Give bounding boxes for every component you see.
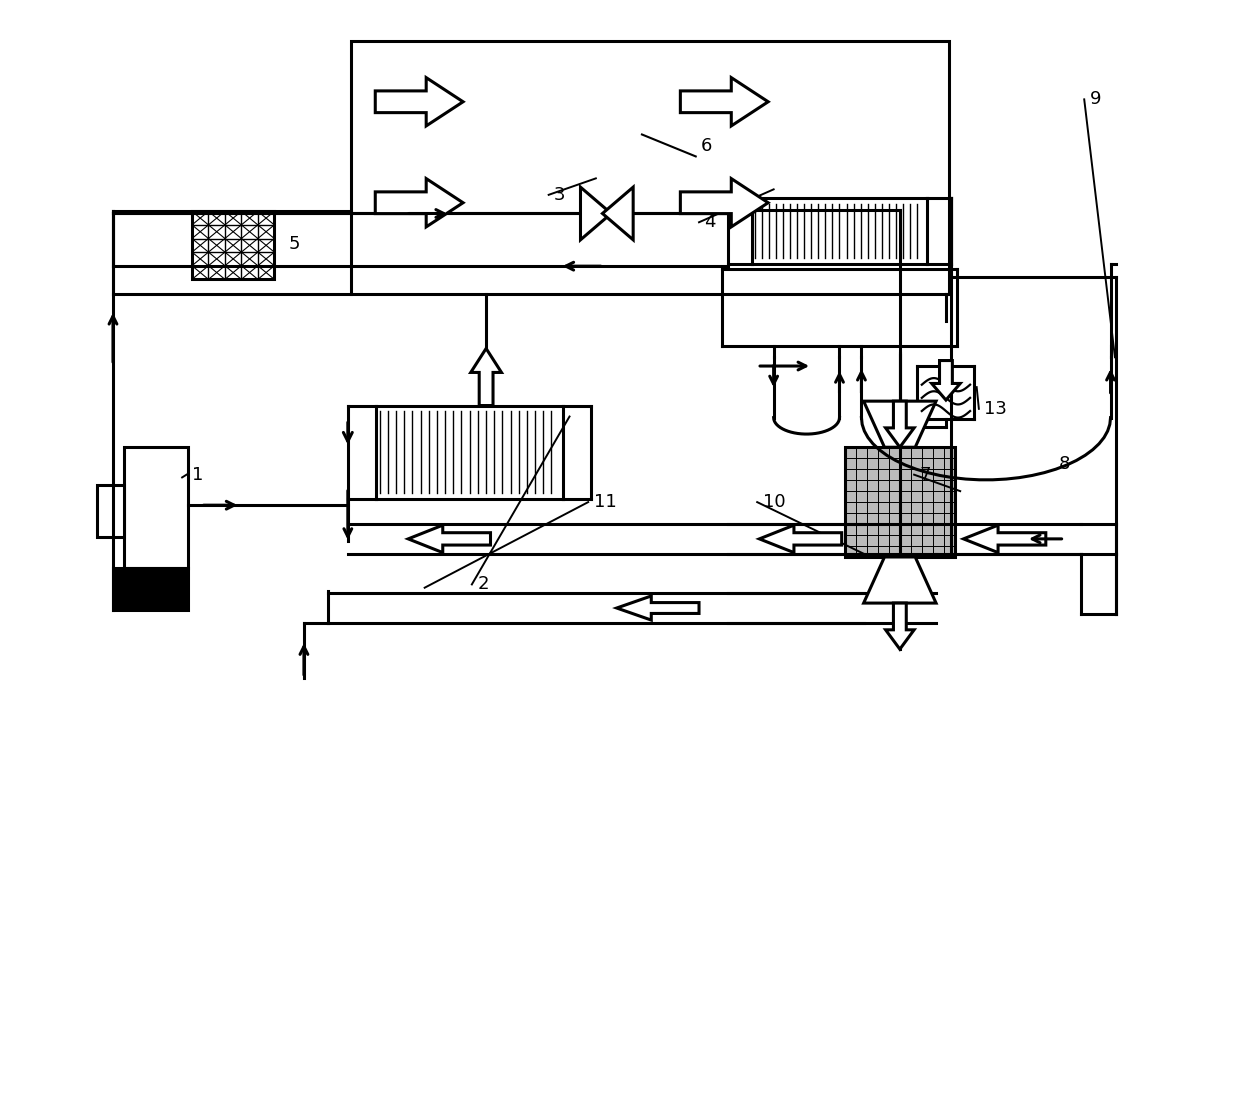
- Bar: [124, 447, 187, 568]
- Polygon shape: [603, 188, 634, 239]
- Polygon shape: [931, 361, 960, 400]
- Text: 2: 2: [477, 576, 489, 593]
- Polygon shape: [681, 179, 768, 227]
- Polygon shape: [885, 603, 914, 650]
- Text: 1: 1: [192, 465, 203, 484]
- Text: 4: 4: [704, 213, 715, 232]
- Polygon shape: [408, 525, 491, 553]
- Polygon shape: [471, 349, 501, 406]
- Bar: [113, 568, 187, 610]
- Bar: [192, 212, 274, 279]
- Polygon shape: [885, 401, 914, 447]
- Text: 11: 11: [594, 493, 616, 511]
- Polygon shape: [580, 188, 611, 239]
- Text: 5: 5: [289, 235, 300, 254]
- Polygon shape: [963, 525, 1045, 553]
- Text: 3: 3: [554, 185, 565, 204]
- Text: 7: 7: [920, 465, 931, 484]
- Bar: [351, 41, 950, 293]
- Polygon shape: [863, 557, 936, 603]
- Polygon shape: [759, 525, 842, 553]
- Text: 13: 13: [985, 399, 1007, 418]
- Text: 9: 9: [1090, 90, 1101, 108]
- Text: 8: 8: [1059, 454, 1070, 473]
- Text: 10: 10: [763, 493, 785, 511]
- Polygon shape: [681, 77, 768, 126]
- Polygon shape: [376, 77, 463, 126]
- Polygon shape: [376, 179, 463, 227]
- Polygon shape: [616, 596, 699, 620]
- Text: 6: 6: [701, 137, 713, 154]
- Polygon shape: [863, 401, 936, 447]
- Bar: [844, 447, 955, 557]
- Bar: [97, 484, 124, 537]
